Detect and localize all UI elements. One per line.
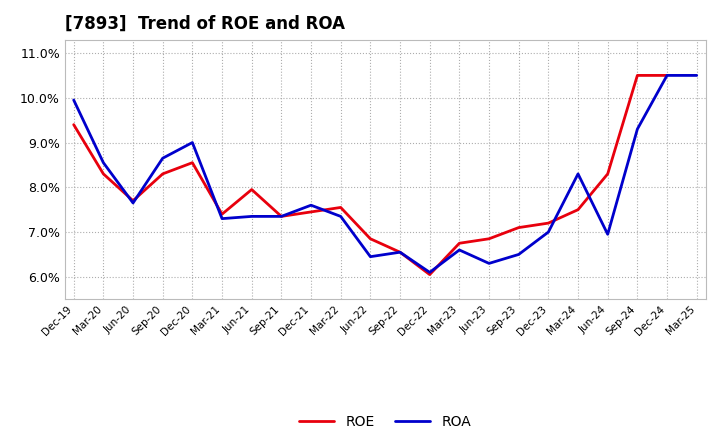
ROA (396, 249, 405, 255)
ROA (662, 73, 671, 78)
ROE (277, 214, 286, 219)
ROE (336, 205, 345, 210)
ROE (544, 220, 553, 226)
ROA (455, 247, 464, 253)
ROA (248, 214, 256, 219)
ROE (158, 171, 167, 176)
ROA (336, 214, 345, 219)
ROA (307, 202, 315, 208)
ROA (426, 270, 434, 275)
ROE (485, 236, 493, 242)
ROE (217, 212, 226, 217)
ROE (248, 187, 256, 192)
ROA (99, 160, 108, 165)
ROE (99, 171, 108, 176)
ROE (514, 225, 523, 230)
ROE (188, 160, 197, 165)
ROE (455, 241, 464, 246)
ROA (603, 231, 612, 237)
ROE (426, 272, 434, 277)
ROA (188, 140, 197, 145)
ROA (544, 229, 553, 235)
ROA (277, 214, 286, 219)
Line: ROE: ROE (73, 75, 667, 275)
Text: [7893]  Trend of ROE and ROA: [7893] Trend of ROE and ROA (65, 15, 345, 33)
ROA (366, 254, 374, 259)
ROA (485, 261, 493, 266)
ROA (158, 156, 167, 161)
ROA (574, 171, 582, 176)
ROA (693, 73, 701, 78)
ROA (217, 216, 226, 221)
ROE (307, 209, 315, 215)
ROA (129, 200, 138, 205)
Legend: ROE, ROA: ROE, ROA (300, 415, 471, 429)
ROE (603, 171, 612, 176)
ROA (69, 97, 78, 103)
ROE (129, 198, 138, 203)
Line: ROA: ROA (73, 75, 697, 272)
ROE (633, 73, 642, 78)
ROE (574, 207, 582, 213)
ROA (514, 252, 523, 257)
ROE (662, 73, 671, 78)
ROE (69, 122, 78, 127)
ROE (396, 249, 405, 255)
ROA (633, 126, 642, 132)
ROE (366, 236, 374, 242)
